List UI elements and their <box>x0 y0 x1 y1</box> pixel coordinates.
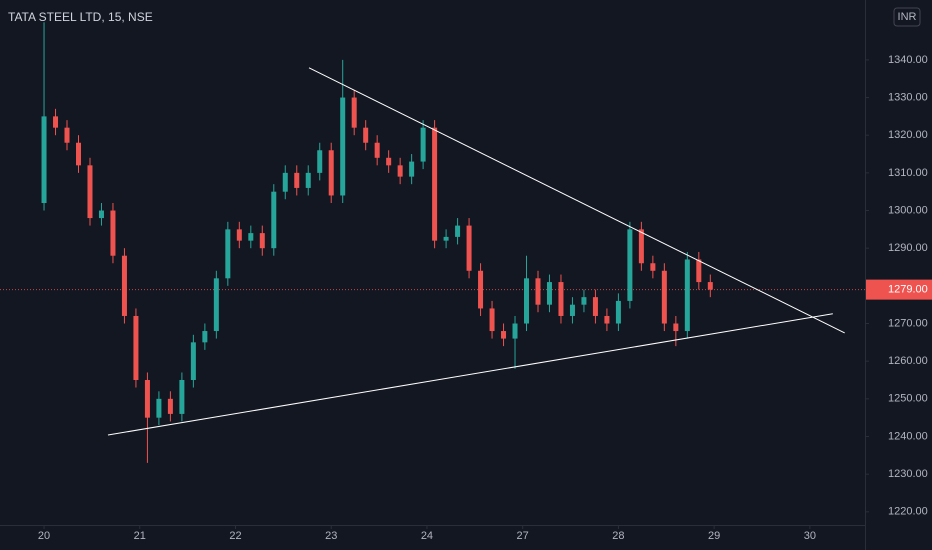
candle-body <box>466 225 472 271</box>
candle-body <box>317 150 323 173</box>
candle-body <box>661 270 667 324</box>
y-tick-label: 1260.00 <box>888 355 928 367</box>
candle-body <box>696 259 702 283</box>
candle-body <box>328 150 334 196</box>
candle-body <box>615 300 621 324</box>
y-tick-label: 1220.00 <box>888 506 928 518</box>
candle-body <box>501 331 507 339</box>
candle-body <box>627 229 633 301</box>
y-tick-label: 1290.00 <box>888 242 928 254</box>
last-price-box <box>866 279 932 300</box>
candle-body <box>409 161 415 177</box>
candle-body <box>144 380 150 418</box>
chart-title: TATA STEEL LTD, 15, NSE <box>8 10 153 24</box>
candle-body <box>64 127 70 143</box>
candle-body <box>512 323 518 339</box>
candle-body <box>259 233 265 249</box>
y-tick-label: 1340.00 <box>888 54 928 66</box>
candle-body <box>386 157 392 166</box>
candle-body <box>98 210 104 219</box>
candle-body <box>110 210 116 256</box>
x-tick-label: 29 <box>708 530 720 542</box>
candle-body <box>581 297 587 305</box>
candle-body <box>489 308 495 332</box>
y-tick-label: 1300.00 <box>888 204 928 216</box>
x-tick-label: 24 <box>421 530 433 542</box>
candle-body <box>363 127 369 143</box>
candle-body <box>684 259 690 332</box>
candle-body <box>156 398 162 418</box>
candle-body <box>546 282 552 305</box>
x-tick-label: 30 <box>804 530 816 542</box>
candle-body <box>638 229 644 264</box>
candle-body <box>75 142 81 166</box>
y-tick-label: 1270.00 <box>888 317 928 329</box>
candle-body <box>133 315 139 381</box>
candle-body <box>535 278 541 305</box>
candle-body <box>202 331 208 343</box>
candle-body <box>592 297 598 316</box>
trendline <box>308 67 845 334</box>
candle-body <box>673 323 679 332</box>
candle-body <box>248 233 254 241</box>
trendline <box>107 313 833 436</box>
candle-body <box>569 304 575 316</box>
last-price-label: 1279.00 <box>888 284 928 296</box>
candle-body <box>374 142 380 158</box>
candle-body <box>190 342 196 381</box>
candle-body <box>225 229 231 279</box>
currency[interactable]: INR <box>898 11 917 23</box>
x-tick-label: 23 <box>325 530 337 542</box>
candle-body <box>236 229 242 241</box>
y-tick-label: 1250.00 <box>888 393 928 405</box>
x-tick-label: 20 <box>38 530 50 542</box>
candle-body <box>650 263 656 271</box>
candle-body <box>478 270 484 309</box>
y-tick-label: 1230.00 <box>888 468 928 480</box>
candle-body <box>305 172 311 188</box>
candle-body <box>282 172 288 192</box>
candle-body <box>87 165 93 219</box>
candle-body <box>121 255 127 316</box>
candle-body <box>432 127 438 241</box>
x-tick-label: 21 <box>134 530 146 542</box>
candle-body <box>179 380 185 414</box>
currency-box[interactable] <box>893 7 921 27</box>
candle-body <box>167 398 173 414</box>
candle-body <box>294 172 300 188</box>
x-tick-label: 28 <box>612 530 624 542</box>
candle-body <box>351 97 357 128</box>
y-tick-label: 1320.00 <box>888 129 928 141</box>
candle-body <box>604 315 610 324</box>
candle-body <box>558 282 564 316</box>
candle-body <box>420 127 426 162</box>
y-tick-label: 1330.00 <box>888 91 928 103</box>
candle-body <box>524 278 530 324</box>
candle-body <box>455 225 461 237</box>
candle-body <box>271 191 277 249</box>
y-tick-label: 1240.00 <box>888 430 928 442</box>
candle-body <box>397 165 403 177</box>
candle-body <box>41 116 47 203</box>
y-tick-label: 1310.00 <box>888 167 928 179</box>
candle-body <box>340 97 346 196</box>
candle-body <box>53 116 59 128</box>
candle-body <box>707 282 713 290</box>
candle-body <box>213 278 219 332</box>
x-tick-label: 27 <box>517 530 529 542</box>
x-tick-label: 22 <box>229 530 241 542</box>
candle-body <box>443 236 449 241</box>
